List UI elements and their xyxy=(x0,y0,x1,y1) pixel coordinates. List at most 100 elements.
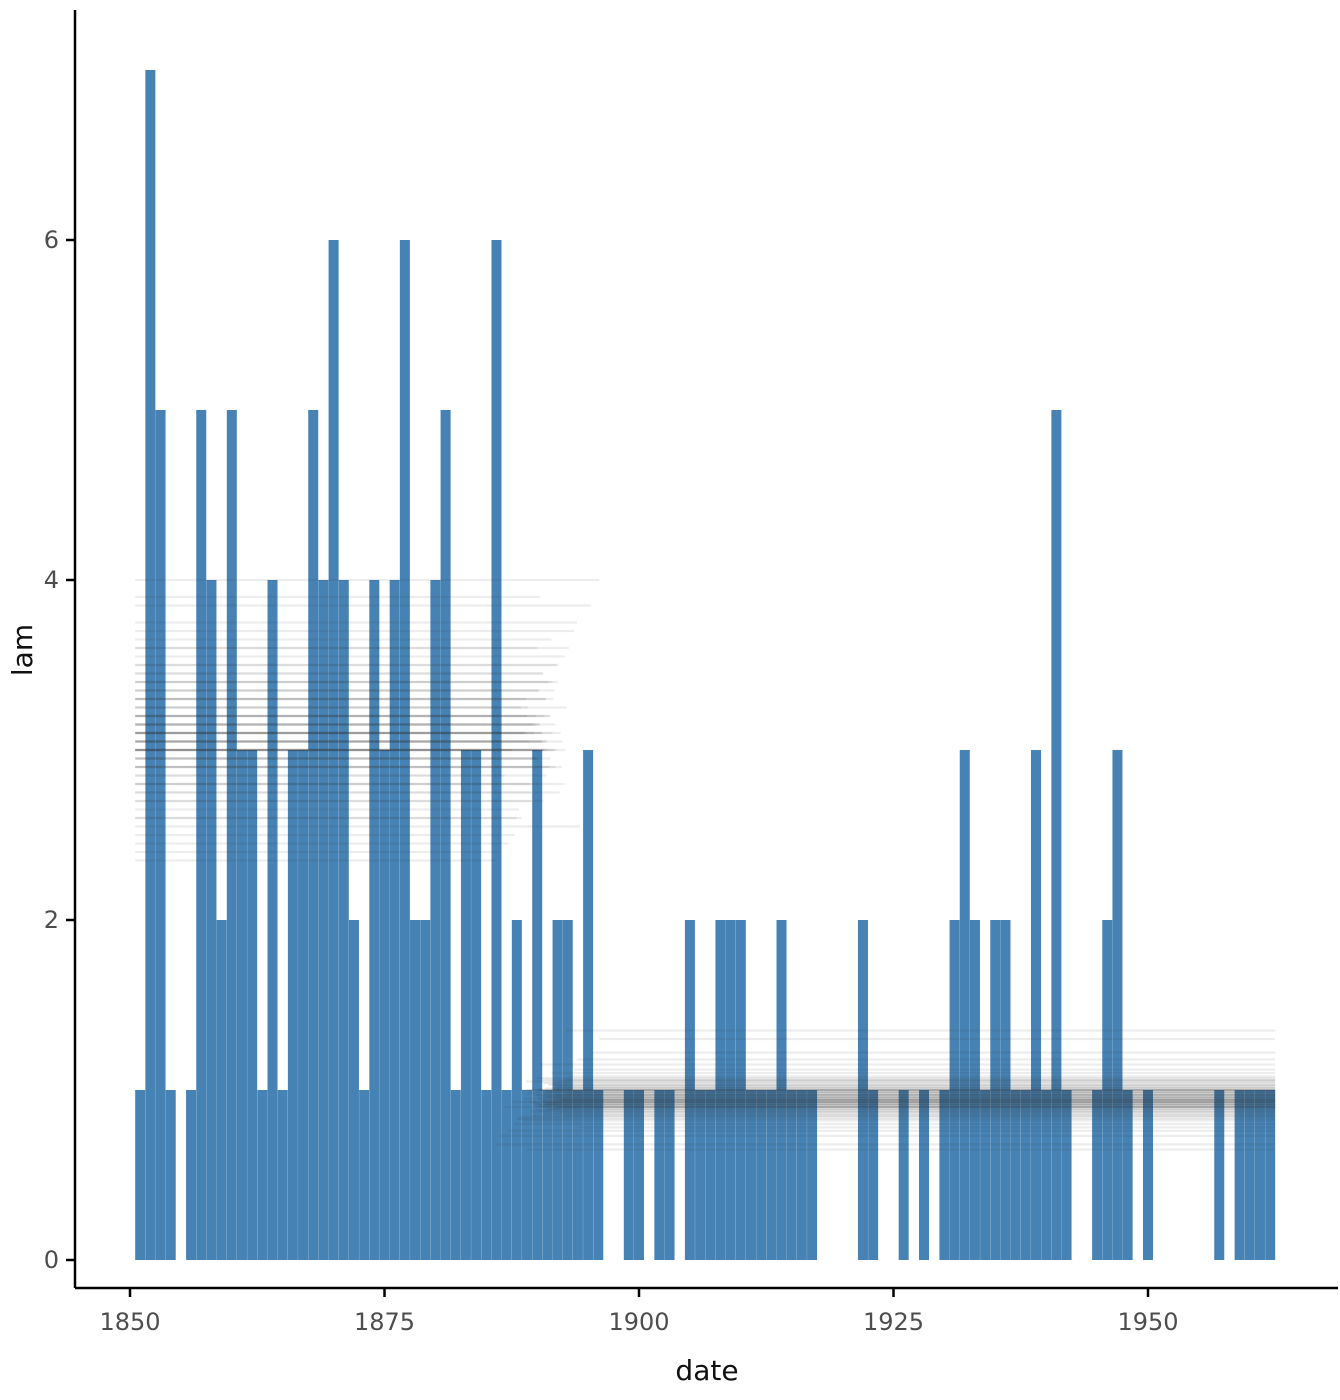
bars-layer xyxy=(135,70,1276,1260)
bar-1942 xyxy=(1061,1090,1072,1260)
bar-1932 xyxy=(959,750,970,1260)
bar-1922 xyxy=(857,920,868,1260)
bar-1857 xyxy=(196,410,207,1260)
bar-1950 xyxy=(1143,1090,1153,1260)
bar-1908 xyxy=(715,920,726,1260)
bar-1961 xyxy=(1254,1090,1265,1260)
bar-1931 xyxy=(949,920,960,1260)
bar-1926 xyxy=(898,1090,909,1260)
bar-1900 xyxy=(634,1090,644,1260)
bar-1941 xyxy=(1051,410,1062,1260)
bar-1886 xyxy=(491,240,502,1260)
bar-1916 xyxy=(796,1090,807,1260)
bar-1853 xyxy=(155,410,166,1260)
bar-1863 xyxy=(257,1090,268,1260)
bar-1875 xyxy=(379,750,390,1260)
bar-1885 xyxy=(481,1090,492,1260)
bar-1876 xyxy=(389,580,400,1260)
bar-1946 xyxy=(1102,920,1113,1260)
axes-layer: 1850 1875 1900 1925 1950 0 2 4 6 xyxy=(44,10,1338,1336)
bar-1859 xyxy=(216,920,227,1260)
bar-1888 xyxy=(511,920,522,1260)
bar-1935 xyxy=(990,920,1001,1260)
bar-1962 xyxy=(1265,1090,1276,1260)
bar-1882 xyxy=(450,1090,461,1260)
bar-1940 xyxy=(1041,1090,1052,1260)
bar-1887 xyxy=(501,1090,512,1260)
bar-1905 xyxy=(684,920,695,1260)
x-tick-label: 1850 xyxy=(99,1308,160,1336)
bar-1860 xyxy=(226,410,237,1260)
bar-1872 xyxy=(348,920,359,1260)
bar-1867 xyxy=(298,750,309,1260)
x-tick-label: 1875 xyxy=(354,1308,415,1336)
bar-1866 xyxy=(287,750,298,1260)
bar-1895 xyxy=(583,750,594,1260)
bar-1881 xyxy=(440,410,451,1260)
bar-1894 xyxy=(572,1090,583,1260)
bar-1864 xyxy=(267,580,278,1260)
bar-1879 xyxy=(420,920,431,1260)
bar-1871 xyxy=(338,580,349,1260)
bar-1873 xyxy=(359,1090,370,1260)
bar-1945 xyxy=(1092,1090,1103,1260)
bar-1939 xyxy=(1031,750,1042,1260)
bar-1948 xyxy=(1122,1090,1133,1260)
bar-1862 xyxy=(247,750,258,1260)
bar-1851 xyxy=(135,1090,146,1260)
bar-1889 xyxy=(522,1090,533,1260)
bar-1880 xyxy=(430,580,441,1260)
bar-1896 xyxy=(593,1090,604,1260)
x-ticks: 1850 1875 1900 1925 1950 xyxy=(99,1288,1179,1336)
bar-1960 xyxy=(1244,1090,1255,1260)
bar-1930 xyxy=(939,1090,950,1260)
bar-1874 xyxy=(369,580,380,1260)
posterior-draws-layer xyxy=(135,578,1276,1151)
x-tick-label: 1950 xyxy=(1117,1308,1178,1336)
bar-1917 xyxy=(807,1090,818,1260)
bar-1913 xyxy=(766,1090,777,1260)
bar-1937 xyxy=(1010,1090,1021,1260)
bar-1911 xyxy=(745,1090,756,1260)
y-axis-title: lam xyxy=(6,624,39,676)
bar-1861 xyxy=(236,750,247,1260)
bar-1891 xyxy=(542,1090,553,1260)
y-tick-label: 6 xyxy=(44,226,59,254)
x-tick-label: 1900 xyxy=(608,1308,669,1336)
bar-1884 xyxy=(471,750,482,1260)
bar-1914 xyxy=(776,920,787,1260)
y-tick-label: 4 xyxy=(44,566,59,594)
bar-1909 xyxy=(725,920,736,1260)
bar-1892 xyxy=(552,920,563,1260)
bar-1915 xyxy=(786,1090,797,1260)
bar-1870 xyxy=(328,240,339,1260)
bar-1934 xyxy=(980,1090,991,1260)
bar-1906 xyxy=(695,1090,706,1260)
bar-1868 xyxy=(308,410,319,1260)
bar-1856 xyxy=(186,1090,197,1260)
bar-1957 xyxy=(1214,1090,1225,1260)
bar-1947 xyxy=(1112,750,1123,1260)
bar-1854 xyxy=(165,1090,176,1260)
bar-1902 xyxy=(654,1090,665,1260)
bar-1890 xyxy=(532,750,543,1260)
bar-1959 xyxy=(1234,1090,1245,1260)
bar-1938 xyxy=(1020,1090,1031,1260)
bar-1899 xyxy=(623,1090,634,1260)
bar-1923 xyxy=(868,1090,879,1260)
bar-1903 xyxy=(664,1090,675,1260)
bar-1907 xyxy=(705,1090,716,1260)
bar-1865 xyxy=(277,1090,288,1260)
bar-1878 xyxy=(410,920,421,1260)
bar-1933 xyxy=(969,920,980,1260)
bar-1869 xyxy=(318,580,329,1260)
bar-1910 xyxy=(735,920,746,1260)
y-ticks: 0 2 4 6 xyxy=(44,226,75,1274)
bar-1877 xyxy=(399,240,410,1260)
bar-1936 xyxy=(1000,920,1011,1260)
bar-1858 xyxy=(206,580,217,1260)
y-tick-label: 2 xyxy=(44,906,59,934)
x-axis-title: date xyxy=(675,1354,738,1387)
bar-1928 xyxy=(919,1090,930,1260)
